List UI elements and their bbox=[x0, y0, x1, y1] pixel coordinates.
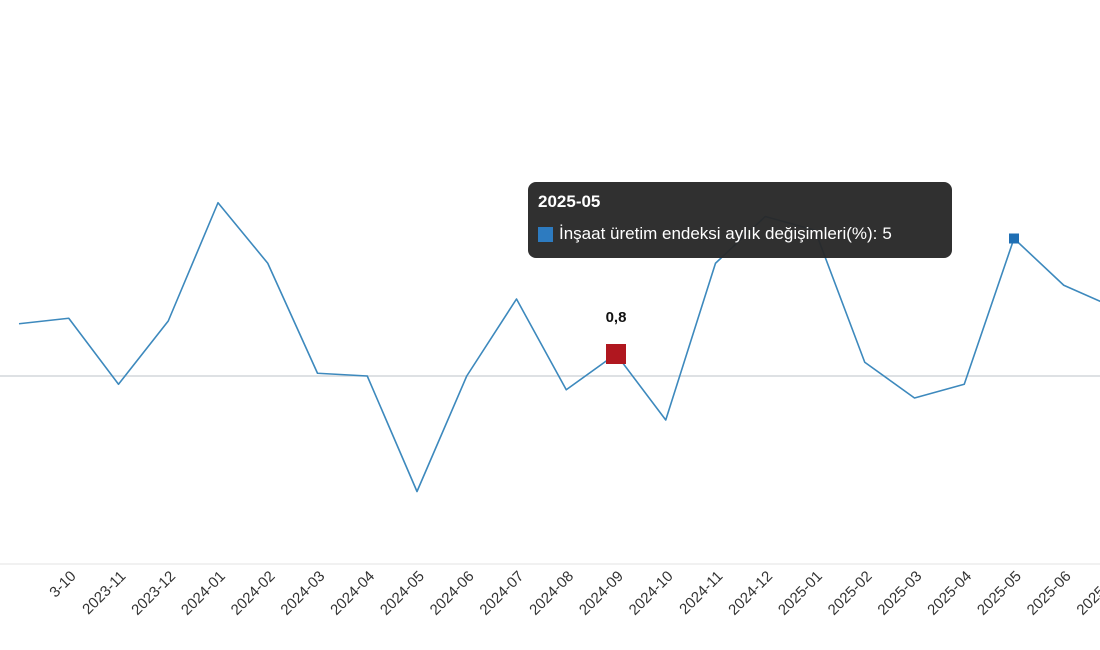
axis-layer: 3-10 2023-112023-122024-012024-022024-032… bbox=[0, 375, 1100, 619]
x-tick-label: 2025-02 bbox=[825, 568, 876, 619]
x-tick-label: 2025-03 bbox=[874, 568, 925, 619]
x-tick-label: 2024-05 bbox=[377, 568, 428, 619]
x-tick-label: 2024-12 bbox=[725, 568, 776, 619]
tooltip-value: 5 bbox=[882, 224, 892, 243]
tooltip-title: 2025-05 bbox=[538, 192, 601, 211]
x-tick-label: 2023-11 bbox=[79, 568, 129, 618]
tooltip-row: İnşaat üretim endeksi aylık değişimleri(… bbox=[538, 224, 942, 244]
x-tick-label: 2025-05 bbox=[974, 568, 1025, 619]
x-tick-label: 2024-10 bbox=[626, 568, 677, 619]
x-tick-label: 2024-06 bbox=[427, 568, 478, 619]
x-tick-label: 2023-12 bbox=[128, 568, 179, 619]
series-layer bbox=[18, 201, 1100, 493]
x-tick-label: 2025-07 bbox=[1073, 568, 1100, 619]
x-tick-label: 2024-02 bbox=[228, 568, 279, 619]
x-tick-label: 2024-03 bbox=[277, 568, 328, 619]
x-tick-label: 2024-01 bbox=[178, 568, 229, 619]
x-tick-label: 2024-09 bbox=[576, 568, 627, 619]
chart-tooltip: 2025-05 İnşaat üretim endeksi aylık deği… bbox=[528, 182, 952, 258]
x-tick-label: 3-10 bbox=[46, 568, 79, 601]
hover-marker bbox=[1009, 233, 1019, 244]
x-tick-label: 2025-06 bbox=[1024, 568, 1075, 619]
x-tick-label: 2025-01 bbox=[775, 568, 826, 619]
x-tick-label: 2024-11 bbox=[676, 568, 726, 618]
x-tick-label: 2025-04 bbox=[924, 568, 975, 619]
highlight-marker bbox=[606, 344, 626, 364]
marker-layer bbox=[606, 233, 1019, 364]
tooltip-separator: : bbox=[872, 224, 878, 243]
label-layer: 0,8 bbox=[606, 309, 627, 326]
x-tick-label: 2024-04 bbox=[327, 568, 378, 619]
tooltip-series-name: İnşaat üretim endeksi aylık değişimleri(… bbox=[559, 224, 873, 243]
x-tick-label: 2024-07 bbox=[476, 568, 527, 619]
x-tick-label: 2024-08 bbox=[526, 568, 577, 619]
series-line bbox=[18, 201, 1100, 493]
data-label: 0,8 bbox=[606, 309, 627, 326]
series-swatch-icon bbox=[538, 226, 553, 242]
